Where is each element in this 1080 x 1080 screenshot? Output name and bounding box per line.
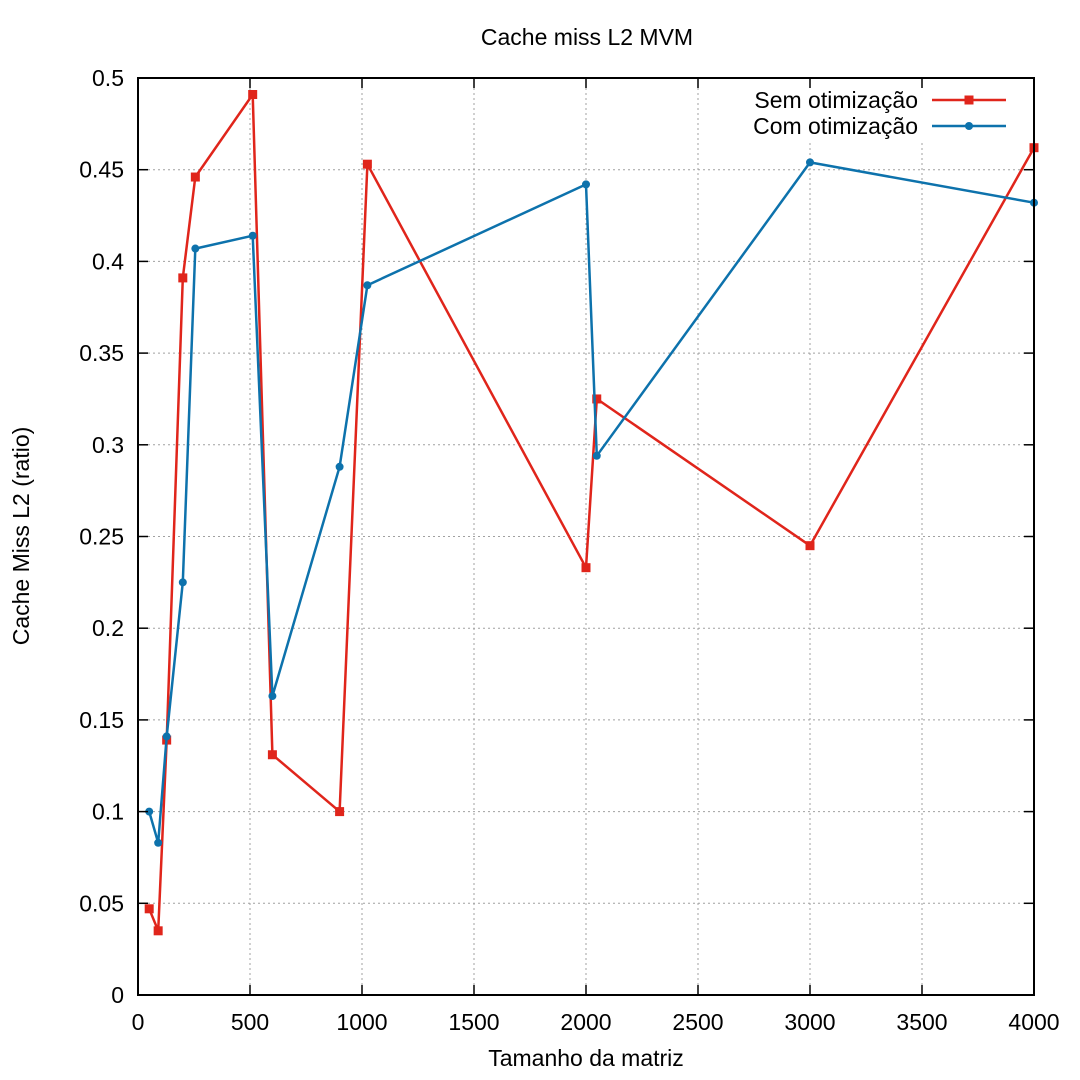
data-point-square (267, 750, 277, 760)
data-point-circle (965, 122, 973, 130)
series-2 (145, 158, 1038, 847)
x-tick-label: 0 (132, 1009, 145, 1035)
data-point-circle (363, 281, 372, 290)
x-tick-label: 3000 (784, 1009, 835, 1035)
y-tick-label: 0.4 (92, 248, 124, 274)
data-point-circle (178, 578, 187, 587)
legend-item: Com otimização (753, 113, 1006, 139)
series-line (148, 93, 1036, 933)
x-axis-label: Tamanho da matriz (488, 1045, 684, 1071)
data-point-square (153, 926, 163, 936)
x-tick-label: 4000 (1008, 1009, 1059, 1035)
x-tick-label: 3500 (896, 1009, 947, 1035)
data-point-square (581, 563, 591, 573)
data-point-circle (592, 451, 601, 460)
y-tick-label: 0.5 (92, 65, 124, 91)
legend-background (718, 84, 1028, 140)
tick-layer: 0 500 1000 1500 2000 2500 3000 3500 4000 0 0.05 0.1… (79, 65, 1059, 1035)
data-point-circle (582, 180, 590, 189)
data-point-circle (335, 462, 344, 471)
data-point-circle (806, 158, 814, 167)
data-point-square (805, 541, 815, 551)
data-point-circle (145, 807, 154, 816)
data-point-circle (248, 231, 257, 240)
data-point-square (144, 904, 154, 914)
data-point-circle (191, 244, 200, 253)
legend-label: Com otimização (753, 113, 918, 139)
x-tick-label: 2500 (672, 1009, 723, 1035)
x-tick-label: 500 (231, 1009, 269, 1035)
data-point-circle (154, 838, 163, 847)
data-point-circle (268, 692, 277, 701)
data-point-square (248, 90, 258, 100)
series-line (147, 161, 1035, 845)
data-point-square (362, 159, 372, 169)
y-tick-label: 0.15 (79, 707, 124, 733)
y-tick-label: 0.45 (79, 157, 124, 183)
y-axis-label: Cache Miss L2 (ratio) (8, 427, 34, 646)
legend-label: Sem otimização (754, 87, 918, 113)
legend-item: Sem otimização (754, 87, 1006, 113)
y-tick-label: 0.3 (92, 432, 124, 458)
y-tick-label: 0.1 (92, 799, 124, 825)
data-point-square (592, 394, 602, 404)
y-tick-label: 0 (111, 982, 124, 1008)
y-tick-label: 0.25 (79, 524, 124, 550)
data-point-circle (162, 732, 171, 741)
series-layer (144, 90, 1039, 936)
series-1 (144, 90, 1039, 936)
y-tick-label: 0.05 (79, 890, 124, 916)
grid-layer (138, 78, 1034, 995)
y-tick-label: 0.35 (79, 340, 124, 366)
data-point-square (190, 172, 200, 182)
x-tick-label: 2000 (560, 1009, 611, 1035)
data-point-square (178, 273, 188, 283)
data-point-square (335, 807, 345, 817)
y-tick-label: 0.2 (92, 615, 124, 641)
x-tick-label: 1500 (448, 1009, 499, 1035)
x-tick-label: 1000 (336, 1009, 387, 1035)
data-point-square (964, 95, 974, 105)
chart-title: Cache miss L2 MVM (481, 24, 693, 50)
